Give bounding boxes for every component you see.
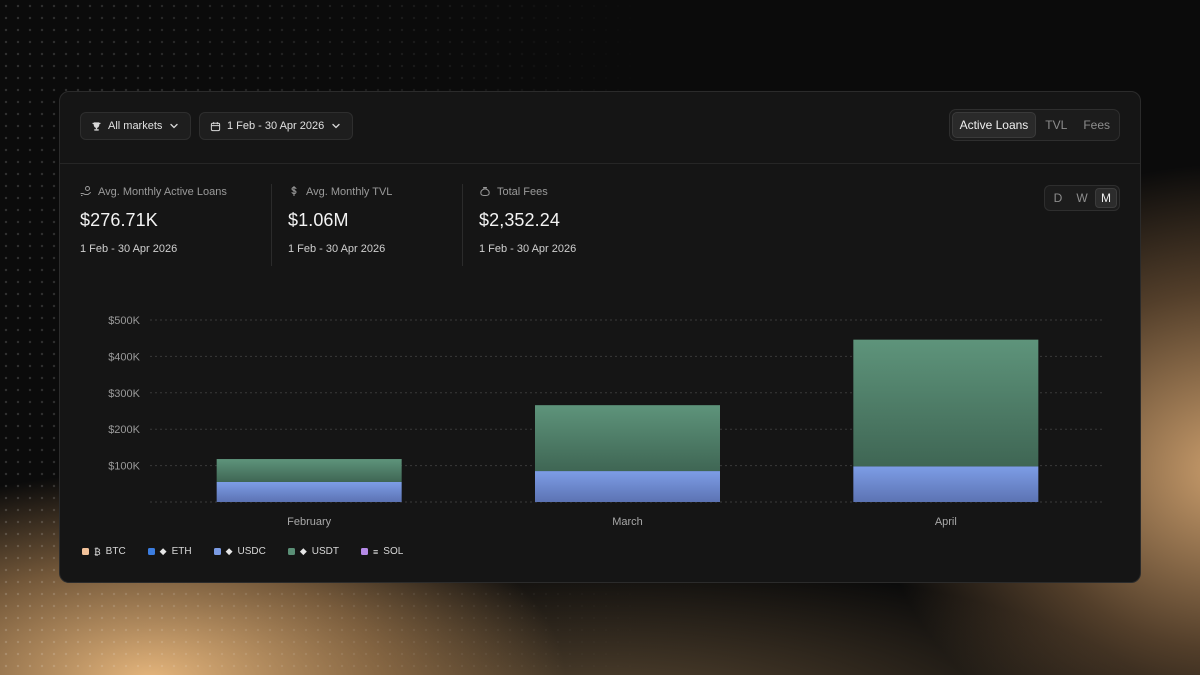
markets-dropdown-label: All markets [108,120,163,132]
legend-item-usdt[interactable]: ◆ USDT [287,546,340,557]
bar-segment-usdt-april[interactable] [853,339,1039,467]
legend-swatch [147,548,155,555]
date-range-dropdown[interactable]: 1 Feb - 30 Apr 2026 [199,112,354,140]
legend-label: ETH [171,546,192,557]
stat-value: $1.06M [288,210,349,230]
stat-active-loans: Avg. Monthly Active Loans $276.71K 1 Feb… [80,184,271,266]
stat-label: Avg. Monthly Active Loans [98,186,227,198]
legend-label: USDT [311,546,340,557]
calendar-icon [210,121,221,132]
eth-icon: ◆ [159,546,167,556]
usdt-icon: ◆ [299,546,307,556]
date-range-label: 1 Feb - 30 Apr 2026 [227,120,325,132]
stat-tvl: Avg. Monthly TVL $1.06M 1 Feb - 30 Apr 2… [271,184,462,266]
btc-icon: ₿ [94,546,101,557]
chart-legend: ₿ BTC ◆ ETH ◆ USDC ◆ USDT ≡ SOL [82,546,403,557]
legend-swatch [82,548,89,555]
dollar-icon [288,185,300,200]
stat-range: 1 Feb - 30 Apr 2026 [479,243,577,255]
stat-range: 1 Feb - 30 Apr 2026 [288,243,386,255]
usdc-icon: ◆ [225,546,233,556]
stat-value: $2,352.24 [479,210,560,230]
panel-toolbar: All markets 1 Feb - 30 Apr 2026 Active L… [60,92,1140,164]
x-tick-label: March [612,516,643,528]
hand-coins-icon [80,185,92,200]
stat-total-fees: Total Fees $2,352.24 1 Feb - 30 Apr 2026 [462,184,653,266]
legend-swatch [213,548,221,555]
bar-segment-usdc-february[interactable] [216,481,402,502]
x-tick-label: April [935,516,957,528]
period-selector: D W M [1044,185,1120,211]
chevron-down-icon [168,120,180,132]
legend-label: USDC [237,546,266,557]
legend-item-sol[interactable]: ≡ SOL [361,546,403,557]
period-day[interactable]: D [1053,191,1063,205]
period-month[interactable]: M [1095,188,1117,208]
stat-label: Total Fees [497,186,548,198]
stat-range: 1 Feb - 30 Apr 2026 [80,243,178,255]
period-week[interactable]: W [1076,191,1088,205]
stat-label: Avg. Monthly TVL [306,186,393,198]
markets-dropdown[interactable]: All markets [80,112,192,140]
summary-stats: Avg. Monthly Active Loans $276.71K 1 Feb… [80,184,653,266]
x-tick-label: February [287,516,332,528]
y-tick-label: $200K [108,424,140,436]
bar-segment-usdt-march[interactable] [535,405,720,472]
bar-segment-usdc-april[interactable] [853,466,1039,502]
tab-tvl[interactable]: TVL [1045,118,1068,132]
sol-icon: ≡ [373,546,379,557]
trophy-icon [91,121,102,132]
bar-segment-usdc-march[interactable] [535,471,720,502]
bar-segment-usdt-february[interactable] [216,459,402,482]
metric-tabs: Active Loans TVL Fees [948,109,1120,141]
legend-label: SOL [383,546,404,557]
legend-label: BTC [105,546,126,557]
legend-swatch [287,548,295,555]
legend-item-usdc[interactable]: ◆ USDC [213,546,266,557]
tab-fees[interactable]: Fees [1083,118,1110,132]
tab-active-loans[interactable]: Active Loans [951,112,1037,138]
stat-value: $276.71K [80,210,158,230]
legend-swatch [361,548,369,555]
chevron-down-icon [330,120,342,132]
stacked-bar-chart: $100K $200K $300K $400K $500K February March Ap… [108,315,1105,528]
y-tick-label: $300K [108,388,140,400]
y-tick-label: $500K [108,315,140,327]
y-tick-label: $100K [108,461,140,473]
money-bag-icon [479,185,491,200]
legend-item-eth[interactable]: ◆ ETH [147,546,192,557]
analytics-panel: All markets 1 Feb - 30 Apr 2026 Active L… [59,91,1141,583]
y-tick-label: $400K [108,351,140,363]
legend-item-btc[interactable]: ₿ BTC [82,546,126,557]
